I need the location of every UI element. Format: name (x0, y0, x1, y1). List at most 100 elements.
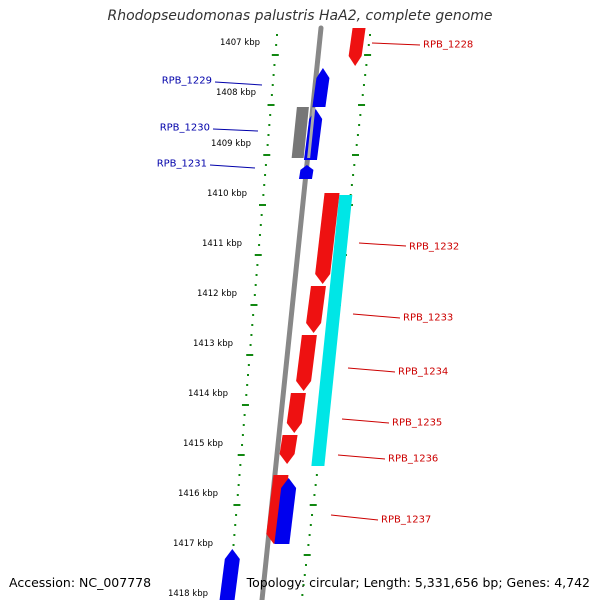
left-tick (232, 544, 235, 546)
kbp-label: 1411 kbp (202, 239, 242, 249)
kbp-scale: 1407 kbp 1408 kbp 1409 kbp 1410 kbp 1411 kbp… (168, 38, 260, 599)
right-tick (355, 144, 358, 146)
left-tick (254, 254, 262, 256)
gene-RPB_1228 (348, 28, 366, 66)
gene-label[interactable]: RPB_1232 (409, 242, 459, 253)
left-tick (246, 384, 249, 386)
reverse-feature (274, 478, 297, 544)
left-tick (268, 124, 271, 126)
left-tick (235, 514, 238, 516)
left-tick (233, 534, 236, 536)
left-tick (273, 64, 276, 66)
right-tick (302, 584, 305, 586)
right-tick (353, 164, 356, 166)
gene-RPB_1229 (312, 68, 330, 107)
gene-RPB_1231 (298, 165, 314, 179)
left-tick (267, 134, 270, 136)
right-tick (352, 154, 360, 156)
other-feature-thin (307, 108, 316, 158)
left-tick (245, 394, 248, 396)
gene-label[interactable]: RPB_1236 (388, 454, 438, 465)
gene-label[interactable]: RPB_1237 (381, 515, 431, 526)
left-tick (238, 474, 241, 476)
right-tick (358, 104, 366, 106)
left-tick (237, 454, 245, 456)
right-tick (314, 484, 317, 486)
right-tick (313, 494, 316, 496)
kbp-label: 1407 kbp (220, 38, 260, 48)
right-tick (303, 574, 306, 576)
right-tick (315, 474, 318, 476)
gene-label[interactable]: RPB_1231 (157, 159, 207, 170)
right-tick (361, 94, 364, 96)
leader-line (347, 367, 396, 373)
right-tick (307, 544, 310, 546)
right-tick (303, 554, 311, 556)
gene-RPB_1232 (315, 193, 340, 284)
leader-line (209, 164, 256, 169)
other-feature (291, 107, 309, 158)
left-tick (270, 94, 273, 96)
right-tick (304, 564, 307, 566)
left-tick (271, 54, 279, 56)
leader-line (358, 242, 407, 247)
right-tick (364, 54, 372, 56)
left-tick (233, 504, 241, 506)
leader-line (352, 313, 401, 319)
leader-line (212, 128, 259, 132)
left-tick (251, 324, 254, 326)
left-tick (259, 224, 262, 226)
right-tick (369, 34, 371, 36)
right-tick (358, 124, 361, 126)
right-tick (362, 84, 365, 86)
gene-features (219, 28, 366, 600)
left-tick (264, 174, 267, 176)
right-tick (350, 184, 353, 186)
gene-label[interactable]: RPB_1228 (423, 40, 473, 51)
kbp-label: 1414 kbp (188, 389, 228, 399)
kbp-label: 1409 kbp (211, 139, 251, 149)
right-tick (309, 504, 317, 506)
left-tick (249, 344, 252, 346)
leader-line (330, 514, 379, 521)
kbp-label: 1408 kbp (216, 88, 256, 98)
left-tick (267, 104, 275, 106)
left-tick (243, 414, 246, 416)
left-tick (266, 144, 269, 146)
left-tick (264, 164, 267, 166)
left-tick (258, 244, 261, 246)
right-tick (311, 514, 314, 516)
left-tick (258, 234, 261, 236)
genome-title: Rhodopseudomonas palustris HaA2, complet… (107, 8, 493, 24)
right-tick (367, 44, 370, 46)
left-tick (255, 274, 258, 276)
left-tick (260, 214, 263, 216)
gene-labels: RPB_1228 RPB_1229 RPB_1230 RPB_1231 RPB_1232… (157, 40, 474, 526)
highlight-region (311, 195, 353, 466)
right-tick (365, 64, 368, 66)
right-tick (308, 534, 311, 536)
left-tick (241, 434, 244, 436)
gene-RPB_1233 (306, 286, 326, 333)
kbp-label: 1417 kbp (173, 539, 213, 549)
left-tick (253, 294, 256, 296)
right-tick (301, 594, 304, 596)
left-tick (259, 204, 267, 206)
gene-label[interactable]: RPB_1234 (398, 367, 448, 378)
kbp-label: 1418 kbp (168, 589, 208, 599)
gene-label[interactable]: RPB_1233 (403, 313, 453, 324)
kbp-label: 1415 kbp (183, 439, 223, 449)
left-tick (272, 74, 275, 76)
outer-ticks-left (228, 34, 279, 596)
right-tick (356, 134, 359, 136)
gene-label[interactable]: RPB_1230 (160, 123, 210, 134)
gene-label[interactable]: RPB_1229 (162, 76, 212, 87)
leader-line (371, 42, 421, 46)
gene-RPB_1235 (286, 393, 306, 433)
gene-label[interactable]: RPB_1235 (392, 418, 442, 429)
gene-RPB_1236 (279, 435, 298, 464)
genome-stats: Topology: circular; Length: 5,331,656 bp… (246, 575, 590, 590)
leader-line (337, 454, 386, 460)
left-tick (247, 374, 250, 376)
leader-line (214, 81, 263, 86)
